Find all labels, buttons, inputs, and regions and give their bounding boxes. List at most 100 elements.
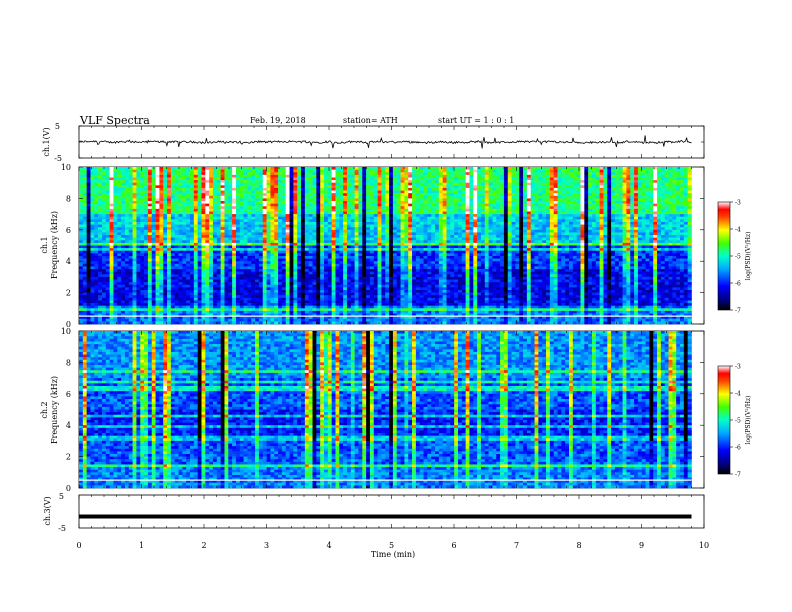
spectrogram-cell (350, 206, 355, 210)
spectrogram-cell (335, 177, 340, 181)
spectrogram-cell (151, 195, 156, 199)
spectrogram-cell (170, 198, 176, 202)
spectrogram-cell (423, 229, 428, 233)
spectrogram-cell (588, 180, 593, 183)
spectrogram-cell (404, 177, 409, 181)
spectrogram-cell (90, 167, 95, 170)
spectrogram-cell (496, 201, 501, 204)
spectrogram-cell (477, 229, 482, 233)
spectrogram-cell (461, 172, 466, 176)
spectrogram-cell (461, 167, 466, 170)
spectrogram-cell (220, 208, 225, 212)
spectrogram-cell (603, 219, 608, 223)
spectrogram-cell (526, 237, 532, 241)
spectrogram-cell (301, 169, 306, 173)
spectrogram-cell (255, 232, 260, 236)
spectrogram-cell (289, 211, 294, 215)
spectrogram-cell (335, 221, 340, 225)
spectrogram-cell (480, 229, 486, 233)
spectrogram-cell (519, 216, 524, 220)
spectrogram-cell (205, 237, 210, 241)
spectrogram-cell (461, 201, 466, 204)
spectrogram-cell (657, 169, 662, 173)
spectrogram-cell (140, 201, 145, 204)
spectrogram-cell (163, 208, 168, 212)
spectrogram-cell (190, 235, 195, 238)
spectrogram-cell (369, 235, 375, 238)
spectrogram-cell (193, 190, 198, 194)
spectrogram-cell (496, 229, 501, 233)
spectrogram-cell (450, 177, 455, 181)
spectrogram-cell (618, 229, 623, 233)
spectrogram-cell (507, 208, 512, 212)
spectrogram-cell (140, 182, 145, 186)
spectrogram-cell (569, 240, 574, 244)
spectrogram-cell (415, 214, 421, 218)
spectrogram-cell (626, 216, 631, 220)
spectrogram-cell (507, 214, 512, 218)
spectrogram-cell (369, 177, 375, 181)
spectrogram-cell (312, 216, 317, 220)
spectrogram-cell (595, 214, 600, 218)
spectrogram-cell (457, 229, 463, 233)
spectrogram-cell (488, 242, 493, 246)
spectrogram-cell (316, 219, 321, 223)
spectrogram-cell (404, 172, 409, 176)
spectrogram-cell (630, 193, 635, 197)
spectrogram-cell (526, 198, 532, 202)
spectrogram-cell (683, 195, 688, 199)
spectrogram-cell (630, 172, 635, 176)
spectrogram-cell (239, 232, 244, 236)
spectrogram-cell (542, 224, 547, 228)
spectrogram-cell (687, 221, 692, 225)
spectrogram-cell (549, 214, 554, 218)
spectrogram-cell (565, 169, 570, 173)
spectrogram-cell (362, 193, 367, 197)
spectrogram-cell (343, 182, 348, 186)
spectrogram-cell (557, 227, 562, 231)
spectrogram-cell (293, 219, 298, 223)
spectrogram-cell (324, 177, 329, 181)
spectrogram-cell (392, 198, 398, 202)
spectrogram-cell (588, 174, 593, 178)
spectrogram-cell (266, 242, 271, 246)
spectrogram-cell (346, 167, 352, 170)
spectrogram-cell (297, 221, 302, 225)
spectrogram-cell (193, 219, 198, 223)
spectrogram-cell (86, 240, 91, 244)
spectrogram-cell (350, 237, 355, 241)
spectrogram-cell (170, 221, 176, 225)
spectrogram-cell (511, 203, 516, 207)
spectrogram-cell (182, 182, 187, 186)
spectrogram-cell (304, 201, 309, 204)
spectrogram-cell (346, 211, 352, 215)
spectrogram-cell (503, 190, 509, 194)
spectrogram-cell (603, 211, 608, 215)
spectrogram-cell (324, 169, 329, 173)
spectrogram-cell (101, 229, 107, 233)
spectrogram-cell (343, 195, 348, 199)
spectrogram-cell (526, 232, 532, 236)
spectrogram-cell (182, 240, 187, 244)
spectrogram-cell (212, 187, 218, 191)
spectrogram-cell (557, 177, 562, 181)
spectrogram-cell (534, 187, 539, 191)
spectrogram-cell (427, 229, 432, 233)
spectrogram-cell (381, 201, 386, 204)
spectrogram-cell (572, 177, 577, 181)
spectrogram-cell (607, 169, 612, 173)
spectrogram-cell (385, 235, 390, 238)
spectrogram-cell (565, 187, 570, 191)
spectrogram-cell (431, 214, 436, 218)
spectrogram-cell (381, 203, 386, 207)
spectrogram-cell (496, 219, 501, 223)
spectrogram-cell (480, 208, 486, 212)
spectrogram-cell (94, 229, 99, 233)
spectrogram-cell (151, 201, 156, 204)
spectrogram-cell (408, 237, 413, 241)
spectrogram-cell (301, 172, 306, 176)
spectrogram-cell (576, 219, 581, 223)
spectrogram-cell (488, 214, 493, 218)
spectrogram-cell (576, 193, 581, 197)
spectrogram-cell (144, 167, 149, 170)
